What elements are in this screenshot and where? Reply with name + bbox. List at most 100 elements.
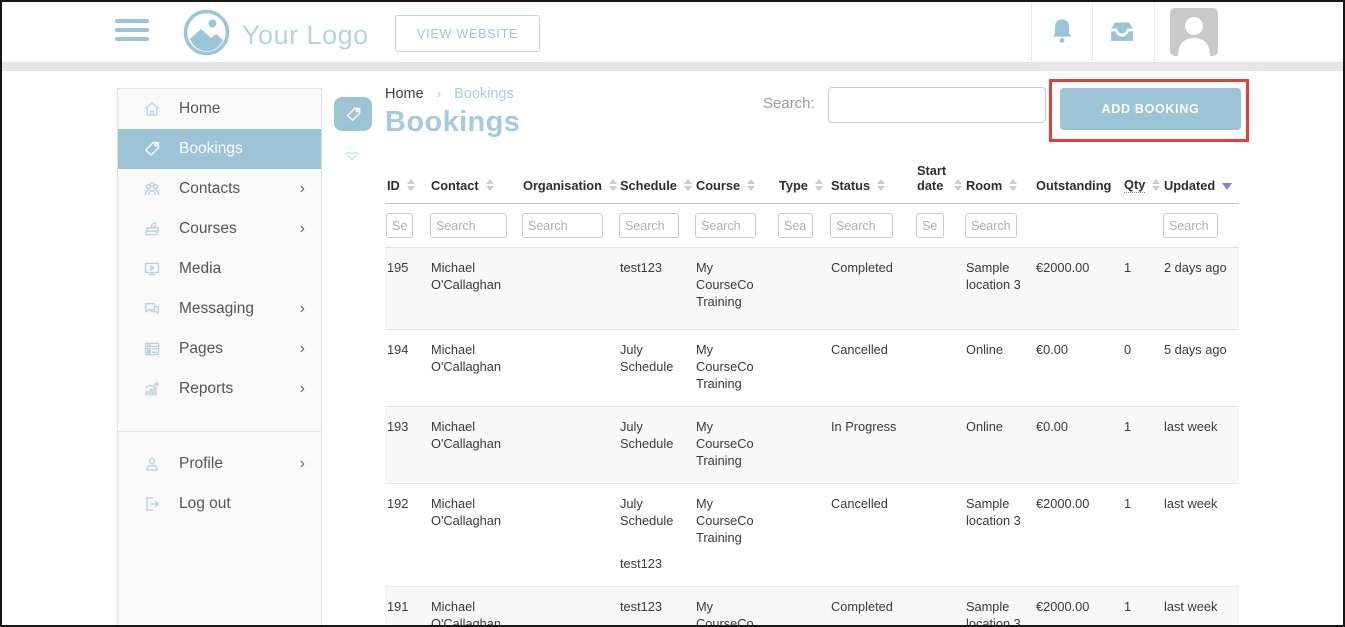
sidebar-item-log-out[interactable]: Log out	[118, 484, 321, 524]
sort-arrows-icon	[1152, 179, 1161, 191]
cell-updated: 5 days ago	[1164, 342, 1227, 357]
tag-icon	[142, 139, 162, 159]
quick-icon-bar	[323, 88, 383, 625]
breadcrumb: Home › Bookings	[385, 86, 1241, 102]
sidebar-item-media[interactable]: Media	[118, 249, 321, 289]
cell-id: 191	[387, 599, 409, 614]
table-body: 195 Michael O'Callaghan test123 My CourseCo…	[385, 248, 1239, 627]
cell-start_date	[915, 484, 964, 586]
people-icon	[142, 179, 162, 199]
add-booking-button[interactable]: ADD BOOKING	[1060, 88, 1241, 130]
sidebar-item-home[interactable]: Home	[118, 89, 321, 129]
column-header-id[interactable]: ID	[385, 159, 429, 203]
sidebar-item-label: Messaging	[179, 300, 254, 317]
table-row[interactable]: 191 Michael O'Callaghan test123 My CourseCo…	[385, 587, 1239, 627]
column-header-start_date[interactable]: Start date	[915, 159, 964, 203]
bell-icon[interactable]	[1048, 16, 1076, 53]
filter-start_date-input[interactable]	[916, 213, 944, 238]
column-header-qty[interactable]: Qty	[1122, 159, 1162, 203]
main-content: Home › Bookings Bookings Search: ADD BOO…	[385, 79, 1249, 625]
cell-schedule: July Schedule	[620, 342, 674, 374]
column-header-organisation[interactable]: Organisation	[521, 159, 618, 203]
cell-room: Sample location 3	[966, 496, 1021, 528]
cell-start_date	[915, 407, 964, 483]
cell-outstanding: €0.00	[1036, 342, 1069, 357]
cell-organisation	[521, 407, 618, 483]
sidebar-item-reports[interactable]: Reports ›	[118, 369, 321, 409]
header-divider	[1031, 2, 1032, 62]
cell-qty: 1	[1124, 419, 1132, 434]
filter-id-input[interactable]	[386, 213, 413, 238]
filter-type-input[interactable]	[778, 213, 813, 238]
filter-status-input[interactable]	[830, 213, 893, 238]
column-header-status[interactable]: Status	[829, 159, 915, 203]
sidebar-item-bookings[interactable]: Bookings	[118, 129, 321, 169]
cell-course: My CourseCo Training	[696, 599, 754, 627]
column-header-room[interactable]: Room	[964, 159, 1034, 203]
table-row[interactable]: 194 Michael O'Callaghan July Schedule My Co…	[385, 330, 1239, 407]
pages-icon	[142, 339, 162, 359]
sidebar-item-messaging[interactable]: Messaging ›	[118, 289, 321, 329]
column-label: Start date	[917, 163, 947, 193]
column-label: Updated	[1164, 178, 1216, 193]
column-label: Course	[696, 178, 741, 193]
sort-desc-icon	[1222, 183, 1233, 190]
column-header-updated[interactable]: Updated	[1162, 159, 1239, 203]
chevron-right-icon: ›	[299, 300, 305, 317]
logo[interactable]: Your Logo	[183, 9, 369, 61]
quickbar-handshake-icon[interactable]	[341, 145, 365, 169]
sidebar-item-label: Bookings	[179, 140, 243, 157]
filter-cell-qty	[1122, 204, 1162, 247]
column-header-type[interactable]: Type	[777, 159, 829, 203]
cell-status: In Progress	[831, 419, 897, 434]
sidebar-item-pages[interactable]: Pages ›	[118, 329, 321, 369]
avatar[interactable]	[1170, 8, 1218, 56]
sort-arrows-icon	[954, 179, 962, 191]
table-row[interactable]: 193 Michael O'Callaghan July Schedule My Co…	[385, 407, 1239, 484]
column-header-schedule[interactable]: Schedule	[618, 159, 694, 203]
search-input[interactable]	[828, 87, 1046, 123]
logo-image-icon	[183, 9, 230, 61]
table-row[interactable]: 195 Michael O'Callaghan test123 My CourseCo…	[385, 248, 1239, 330]
filter-cell-contact	[429, 204, 521, 247]
sort-arrows-icon	[406, 179, 415, 191]
cell-contact: Michael O'Callaghan	[431, 342, 502, 374]
sidebar-item-contacts[interactable]: Contacts ›	[118, 169, 321, 209]
sidebar-item-label: Courses	[179, 220, 237, 237]
sidebar-item-profile[interactable]: Profile ›	[118, 444, 321, 484]
column-header-outstanding[interactable]: Outstanding	[1034, 159, 1122, 203]
filter-updated-input[interactable]	[1163, 213, 1218, 238]
column-header-course[interactable]: Course	[694, 159, 777, 203]
filter-schedule-input[interactable]	[619, 213, 679, 238]
cell-id: 195	[387, 260, 409, 275]
sidebar-item-label: Home	[179, 100, 221, 117]
column-label: Qty	[1124, 177, 1146, 193]
cell-status: Completed	[831, 599, 893, 614]
filter-organisation-input[interactable]	[522, 213, 603, 238]
view-website-button[interactable]: VIEW WEBSITE	[395, 15, 541, 52]
filter-cell-course	[694, 204, 777, 247]
cell-updated: last week	[1164, 599, 1218, 614]
breadcrumb-home-link[interactable]: Home	[385, 86, 424, 102]
quickbar-tag-icon[interactable]	[334, 97, 372, 131]
filter-contact-input[interactable]	[430, 213, 507, 238]
breadcrumb-chevron-icon: ›	[436, 86, 442, 101]
column-label: Type	[779, 178, 808, 193]
chat-icon	[142, 299, 162, 319]
filter-course-input[interactable]	[695, 213, 756, 238]
column-header-contact[interactable]: Contact	[429, 159, 521, 203]
cell-room: Online	[966, 419, 1003, 434]
sort-arrows-icon	[485, 179, 494, 191]
hamburger-menu-icon[interactable]	[115, 19, 149, 45]
cell-outstanding: €2000.00	[1036, 599, 1090, 614]
inbox-icon[interactable]	[1107, 20, 1137, 49]
cell-course: My CourseCo Training	[696, 342, 754, 391]
media-icon	[142, 259, 162, 279]
table-row[interactable]: 192 Michael O'Callaghan July Schedule test1…	[385, 484, 1239, 587]
sidebar: Home Bookings Contacts › Courses › Media Messag…	[117, 88, 322, 625]
sort-arrows-icon	[814, 179, 823, 191]
filter-room-input[interactable]	[965, 213, 1017, 238]
chevron-right-icon: ›	[299, 340, 305, 357]
column-label: Contact	[431, 178, 479, 193]
sidebar-item-courses[interactable]: Courses ›	[118, 209, 321, 249]
